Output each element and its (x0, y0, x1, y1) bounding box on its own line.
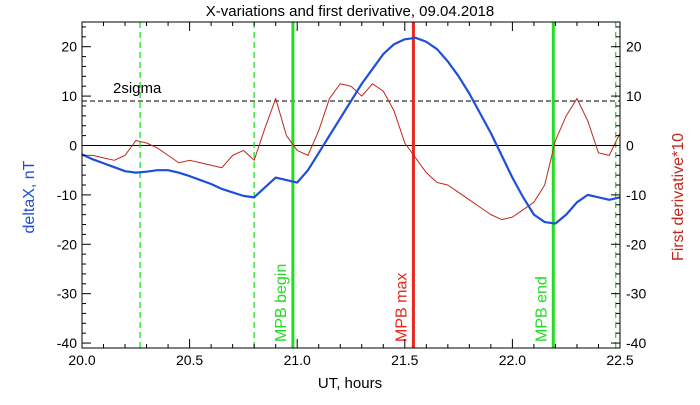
y-axis-label-left: deltaX, nT (21, 160, 38, 233)
x-tick-label: 22.0 (499, 352, 526, 368)
x-axis-label: UT, hours (318, 375, 382, 392)
y-tick-label-left: 20 (61, 39, 77, 55)
y-axis-label-right: First derivative*10 (670, 133, 687, 261)
y-tick-label-right: -20 (626, 236, 646, 252)
x-tick-label: 21.0 (284, 352, 311, 368)
y-tick-label-right: -30 (626, 286, 646, 302)
y-tick-label-right: -40 (626, 335, 646, 351)
y-tick-label-right: -10 (626, 187, 646, 203)
y-tick-label-right: 10 (626, 88, 642, 104)
plot-area: MPB begin MPB max MPB end 20 20 10 10 0 0 -10 -10 -… (57, 21, 646, 368)
chart-title: X-variations and first derivative, 09.04… (206, 3, 495, 20)
x-tick-label: 21.5 (391, 352, 418, 368)
y-tick-label-left: -10 (57, 187, 77, 203)
x-tick-label: 22.5 (606, 352, 633, 368)
reference-line-label: MPB end (533, 276, 550, 342)
deltax-series-line (81, 36, 621, 225)
x-tick-label: 20.0 (68, 352, 95, 368)
y-tick-label-left: 0 (69, 137, 77, 153)
reference-line-label: MPB begin (273, 264, 290, 342)
y-tick-label-left: -20 (57, 236, 77, 252)
y-tick-label-right: 0 (626, 137, 634, 153)
x-tick-label: 20.5 (176, 352, 203, 368)
reference-line-label: MPB max (393, 273, 410, 342)
sigma-label: 2sigma (113, 80, 162, 97)
y-tick-label-right: 20 (626, 39, 642, 55)
y-tick-label-left: -30 (57, 286, 77, 302)
y-tick-label-left: -40 (57, 335, 77, 351)
derivative-series-line (82, 83, 621, 221)
y-tick-label-left: 10 (61, 88, 77, 104)
